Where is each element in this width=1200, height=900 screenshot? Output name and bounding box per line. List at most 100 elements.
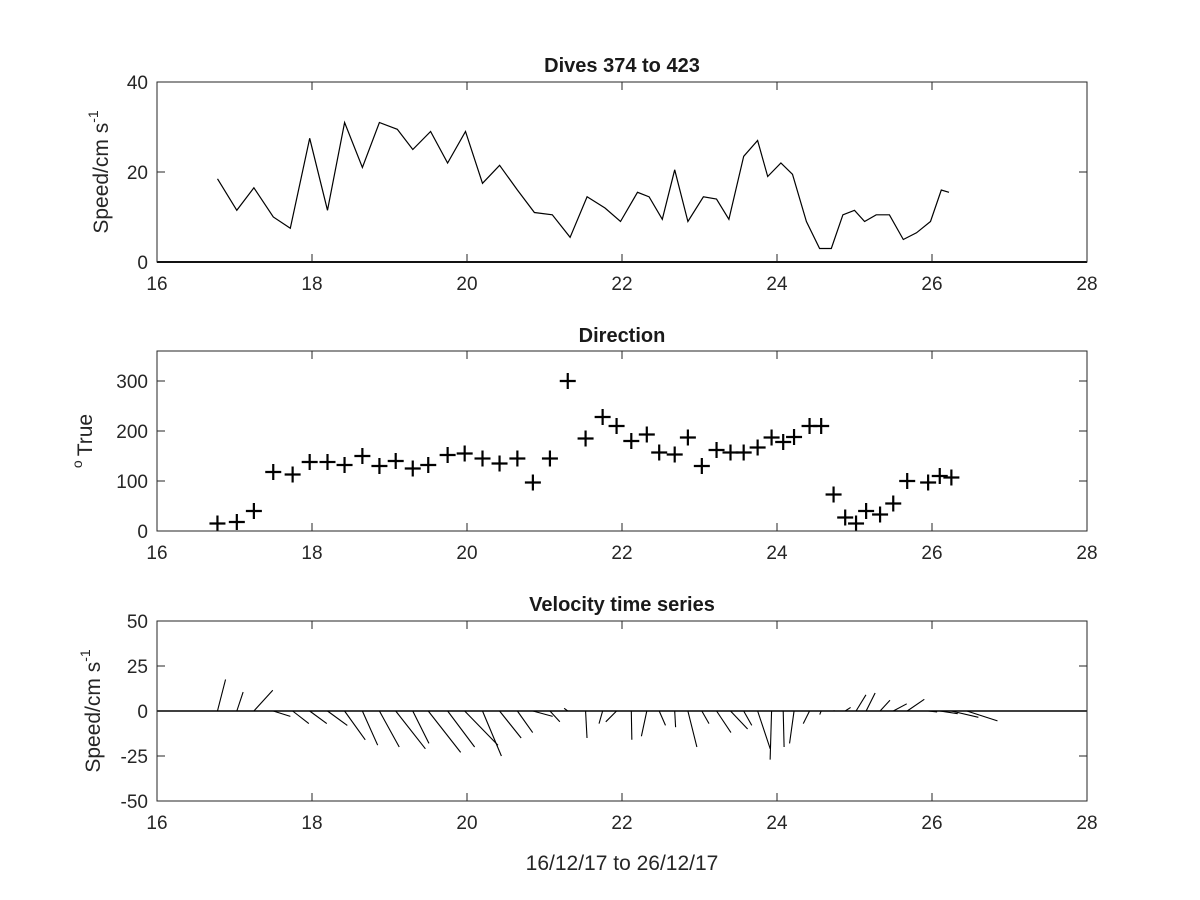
direction-point xyxy=(439,447,456,463)
direction-point xyxy=(885,495,902,512)
speed-xtick-label: 20 xyxy=(456,274,477,295)
velocity-stick xyxy=(701,710,710,724)
velocity-stick xyxy=(906,698,925,712)
speed-xtick-label: 28 xyxy=(1076,274,1097,295)
direction-point xyxy=(608,418,625,434)
speed-ytick-label: 40 xyxy=(127,73,148,94)
direction-point xyxy=(858,503,875,519)
velocity-stick xyxy=(253,689,274,712)
velocity-xtick-label: 18 xyxy=(301,813,322,834)
velocity-stick xyxy=(598,710,604,724)
velocity-stick xyxy=(236,691,244,712)
direction-point xyxy=(825,486,842,503)
direction-point xyxy=(666,446,683,463)
direction-point xyxy=(931,468,948,484)
direction-point xyxy=(899,473,916,489)
direction-point xyxy=(786,429,803,445)
velocity-stick xyxy=(216,679,227,712)
direction-point xyxy=(872,506,889,523)
direction-point xyxy=(456,445,473,462)
velocity-stick xyxy=(879,699,891,712)
velocity-sticks xyxy=(157,679,1087,760)
velocity-ylabel: Speed/cm s-1 xyxy=(77,649,105,773)
velocity-stick xyxy=(951,710,979,718)
direction-ytick-label: 200 xyxy=(116,422,148,443)
direction-xtick-label: 28 xyxy=(1076,543,1097,564)
velocity-stick xyxy=(563,707,569,712)
velocity-stick xyxy=(412,710,430,744)
direction-point xyxy=(735,444,752,461)
velocity-stick xyxy=(630,710,633,740)
direction-xtick-label: 22 xyxy=(611,543,632,564)
direction-point xyxy=(638,426,655,443)
velocity-stick xyxy=(757,710,771,749)
speed-xtick-label: 22 xyxy=(611,274,632,295)
direction-panel: Direction 16 18 20 22 24 26 28 0 100 200 300 oTrue xyxy=(69,325,1098,564)
velocity-xtick-label: 28 xyxy=(1076,813,1097,834)
velocity-stick xyxy=(743,710,753,726)
velocity-title: Velocity time series xyxy=(529,594,715,616)
speed-xtick-label: 18 xyxy=(301,274,322,295)
velocity-stick xyxy=(802,710,811,724)
velocity-stick xyxy=(789,710,795,744)
direction-point xyxy=(623,433,640,449)
velocity-stick xyxy=(327,710,348,726)
speed-title: Dives 374 to 423 xyxy=(544,55,700,77)
direction-point xyxy=(319,454,336,470)
velocity-stick xyxy=(273,710,291,717)
direction-point xyxy=(693,458,710,474)
velocity-xlabel: 16/12/17 to 26/12/17 xyxy=(526,852,719,875)
velocity-stick xyxy=(361,710,379,746)
speed-ytick-label: 0 xyxy=(137,253,148,274)
direction-point xyxy=(763,429,780,446)
speed-plot-area xyxy=(157,82,1087,262)
direction-ticks: 16 18 20 22 24 26 28 0 100 200 300 xyxy=(116,351,1098,564)
direction-point xyxy=(284,466,301,483)
direction-point xyxy=(679,429,696,446)
direction-point xyxy=(813,418,830,434)
velocity-stick xyxy=(532,710,553,717)
velocity-xtick-label: 26 xyxy=(921,813,942,834)
velocity-stick xyxy=(730,710,748,730)
direction-xtick-label: 24 xyxy=(766,543,788,564)
direction-point xyxy=(420,457,437,473)
direction-ytick-label: 300 xyxy=(116,372,148,393)
direction-point xyxy=(920,474,937,491)
velocity-stick xyxy=(865,692,876,712)
velocity-stick xyxy=(782,710,785,748)
direction-axes-box xyxy=(156,350,1088,532)
velocity-stick xyxy=(892,703,908,712)
direction-point xyxy=(491,455,508,472)
speed-ytick-label: 20 xyxy=(127,163,148,184)
direction-point xyxy=(387,453,404,469)
speed-ylabel: Speed/cm s-1 xyxy=(85,110,113,234)
direction-xtick-label: 20 xyxy=(456,543,477,564)
direction-point xyxy=(837,509,854,526)
direction-point xyxy=(708,442,725,458)
direction-point xyxy=(404,460,421,477)
velocity-stick xyxy=(966,710,998,722)
speed-ticks: 16 18 20 22 24 26 28 0 20 40 xyxy=(127,73,1098,295)
velocity-stick xyxy=(687,710,698,748)
direction-point xyxy=(775,434,792,450)
velocity-stick xyxy=(549,710,561,723)
velocity-stick xyxy=(640,710,648,737)
direction-ytick-label: 0 xyxy=(137,522,148,543)
speed-series-line xyxy=(216,120,950,250)
velocity-stick xyxy=(844,706,851,712)
velocity-stick xyxy=(855,694,867,712)
direction-point xyxy=(228,514,245,530)
speed-xtick-label: 24 xyxy=(766,274,788,295)
velocity-stick xyxy=(605,710,617,723)
velocity-stick xyxy=(447,710,476,748)
speed-panel: Dives 374 to 423 16 18 20 22 24 26 28 0 20 40 Spe… xyxy=(85,55,1098,295)
velocity-stick xyxy=(674,710,677,728)
direction-point xyxy=(559,373,576,389)
direction-point xyxy=(301,454,318,470)
direction-xtick-label: 26 xyxy=(921,543,942,564)
velocity-ytick-label: 0 xyxy=(137,702,148,723)
direction-point xyxy=(474,450,491,467)
direction-point xyxy=(209,515,226,532)
velocity-ytick-label: 25 xyxy=(127,657,148,678)
velocity-ytick-label: -50 xyxy=(121,792,148,813)
